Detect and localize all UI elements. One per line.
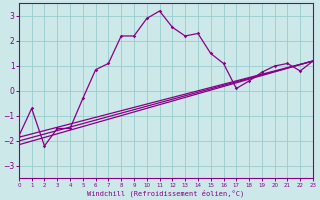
X-axis label: Windchill (Refroidissement éolien,°C): Windchill (Refroidissement éolien,°C): [87, 189, 244, 197]
